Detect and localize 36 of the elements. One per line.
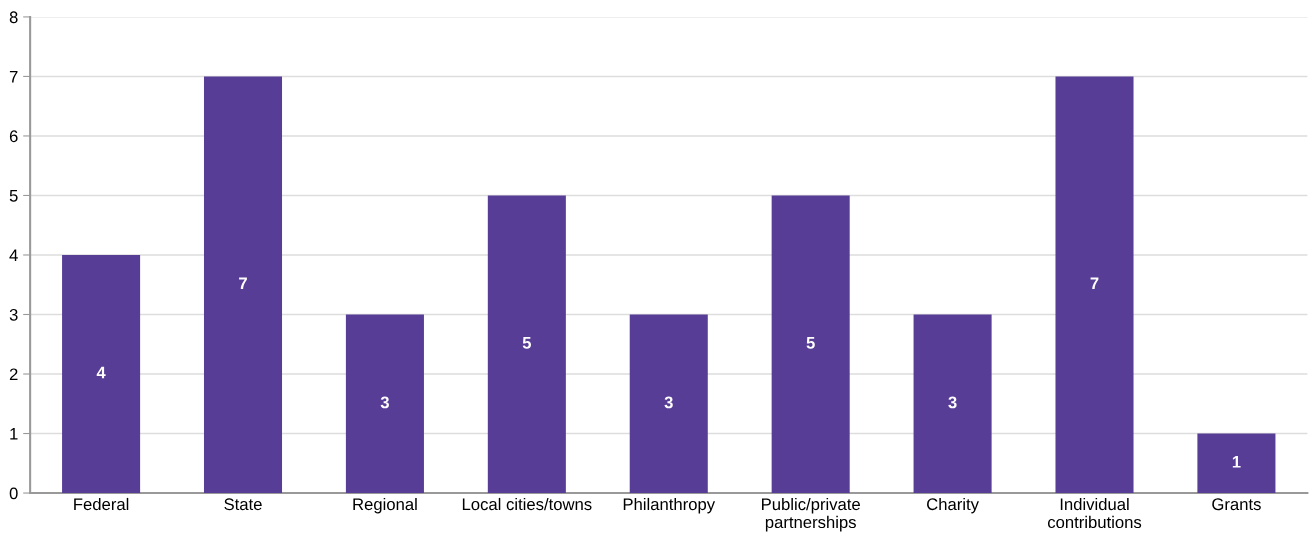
data-label: 3 — [380, 396, 389, 409]
x-tick-label: State — [224, 498, 262, 511]
x-tick-label: Grants — [1212, 498, 1261, 511]
x-tick-label: Federal — [74, 497, 129, 511]
data-label: 7 — [239, 277, 247, 290]
y-tick-label: 8 — [9, 11, 18, 24]
y-tick-label: 5 — [9, 190, 18, 202]
bar — [203, 76, 283, 494]
y-tick-label: 2 — [9, 368, 18, 381]
bar — [1055, 76, 1134, 494]
y-tick-label: 1 — [10, 428, 18, 440]
data-label: 1 — [1232, 456, 1241, 468]
bar — [345, 314, 424, 494]
x-tick-label: Individual contributions — [1047, 497, 1142, 529]
x-tick-label: Local cities/towns — [462, 497, 592, 511]
y-tick-label: 0 — [9, 487, 18, 500]
bar — [1197, 433, 1276, 494]
bar — [487, 195, 566, 494]
data-label: 4 — [96, 366, 106, 379]
data-label: 3 — [948, 396, 957, 409]
y-tick-label: 6 — [9, 130, 18, 143]
data-label: 7 — [1090, 277, 1099, 290]
data-label: 5 — [522, 337, 532, 349]
x-tick-label: Public/private partnerships — [762, 497, 860, 532]
y-tick-label: 7 — [9, 71, 18, 83]
x-tick-label: Regional — [353, 497, 417, 514]
bar — [629, 314, 708, 494]
y-tick-label: 3 — [9, 308, 18, 321]
data-label: 3 — [664, 396, 673, 409]
data-label: 5 — [806, 337, 815, 349]
x-tick-label: Philanthropy — [623, 497, 716, 514]
bar — [913, 314, 992, 494]
x-tick-label: Charity — [927, 497, 979, 514]
y-tick-label: 4 — [9, 249, 18, 262]
bar — [771, 195, 850, 494]
bar — [62, 254, 141, 494]
